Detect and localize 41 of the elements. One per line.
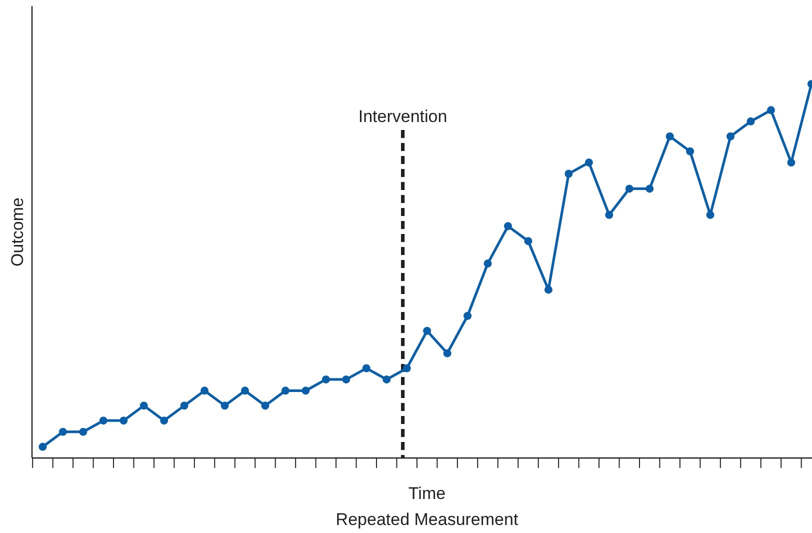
point — [646, 184, 654, 193]
point — [706, 210, 714, 219]
point — [241, 386, 249, 395]
point — [726, 132, 735, 140]
point — [766, 106, 775, 114]
point — [322, 375, 330, 384]
point — [787, 158, 796, 167]
point — [423, 326, 432, 335]
point — [99, 416, 108, 425]
y-axis-title: Outcome — [8, 198, 27, 266]
point — [402, 364, 411, 372]
point — [625, 184, 634, 193]
annotation: Intervention — [358, 107, 448, 126]
point — [443, 349, 452, 358]
point — [200, 386, 209, 395]
point — [584, 158, 593, 167]
point — [120, 416, 128, 425]
point — [58, 428, 67, 436]
point — [220, 402, 229, 410]
point — [38, 442, 47, 451]
point — [484, 260, 492, 268]
point — [160, 416, 168, 425]
point — [79, 428, 88, 436]
point — [666, 132, 674, 140]
point — [605, 210, 614, 219]
point — [140, 402, 148, 410]
point — [544, 286, 552, 294]
point — [362, 364, 370, 372]
point — [261, 402, 270, 410]
point — [746, 117, 755, 126]
point — [342, 375, 350, 384]
point — [180, 402, 188, 410]
x-axis-title: Time Repeated Measurement — [336, 484, 518, 529]
point — [281, 386, 290, 395]
point — [302, 386, 310, 395]
point — [504, 222, 512, 230]
point — [382, 375, 391, 384]
point — [564, 170, 573, 178]
point — [686, 147, 694, 156]
point — [464, 312, 472, 320]
point — [524, 237, 532, 246]
